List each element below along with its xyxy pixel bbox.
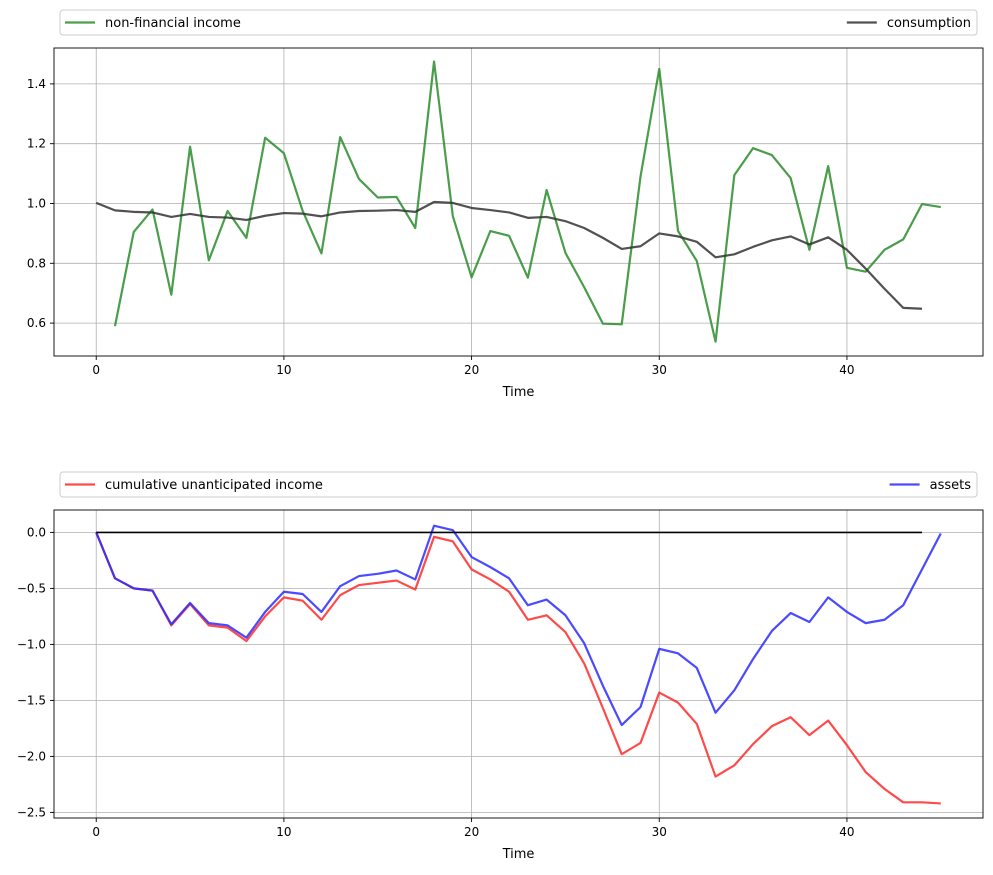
y-tick-label: −1.0 bbox=[17, 637, 46, 651]
y-tick-label: 0.6 bbox=[27, 316, 46, 330]
x-tick-label: 20 bbox=[464, 363, 479, 377]
x-tick-label: 30 bbox=[652, 825, 667, 839]
legend-box bbox=[59, 9, 978, 36]
x-tick-label: 10 bbox=[276, 825, 291, 839]
chart-panel-1: 0 10 20 30 40 0.6 0.8 1.0 1.2 1.4 Time non-financia… bbox=[27, 9, 984, 400]
series-line-2 bbox=[95, 200, 923, 310]
legend-label-2: assets bbox=[930, 478, 972, 493]
x-axis-label: Time bbox=[502, 385, 535, 400]
chart-panel-2: 0 10 20 30 40 −2.5 −2.0 −1.5 −1.0 −0.5 0.0 Time cumu… bbox=[17, 471, 984, 862]
y-tick-label: 0.0 bbox=[27, 525, 46, 539]
y-tick-label: −1.5 bbox=[17, 693, 46, 707]
y-tick-label: 1.2 bbox=[27, 137, 46, 151]
y-tick-label: −2.5 bbox=[17, 805, 46, 819]
y-tick-label: 0.8 bbox=[27, 256, 46, 270]
legend-label-1: non-financial income bbox=[105, 16, 241, 31]
series-line-1 bbox=[113, 60, 941, 343]
x-tick-label: 40 bbox=[839, 363, 854, 377]
legend-box bbox=[59, 471, 978, 498]
y-tick-label: −0.5 bbox=[17, 581, 46, 595]
y-tick-label: −2.0 bbox=[17, 749, 46, 763]
x-axis-label: Time bbox=[502, 847, 535, 862]
x-tick-label: 10 bbox=[276, 363, 291, 377]
y-tick-label: 1.0 bbox=[27, 196, 46, 210]
legend-label-2: consumption bbox=[887, 16, 971, 31]
y-tick-label: 1.4 bbox=[27, 77, 46, 91]
series-line-2 bbox=[95, 524, 942, 727]
x-tick-label: 0 bbox=[92, 363, 100, 377]
legend-label-1: cumulative unanticipated income bbox=[105, 478, 323, 493]
x-tick-label: 20 bbox=[464, 825, 479, 839]
series-line-1 bbox=[95, 531, 941, 805]
x-tick-label: 0 bbox=[92, 825, 100, 839]
axes-frame bbox=[53, 47, 984, 357]
x-tick-label: 40 bbox=[839, 825, 854, 839]
axes-frame bbox=[53, 509, 984, 819]
x-tick-label: 30 bbox=[652, 363, 667, 377]
